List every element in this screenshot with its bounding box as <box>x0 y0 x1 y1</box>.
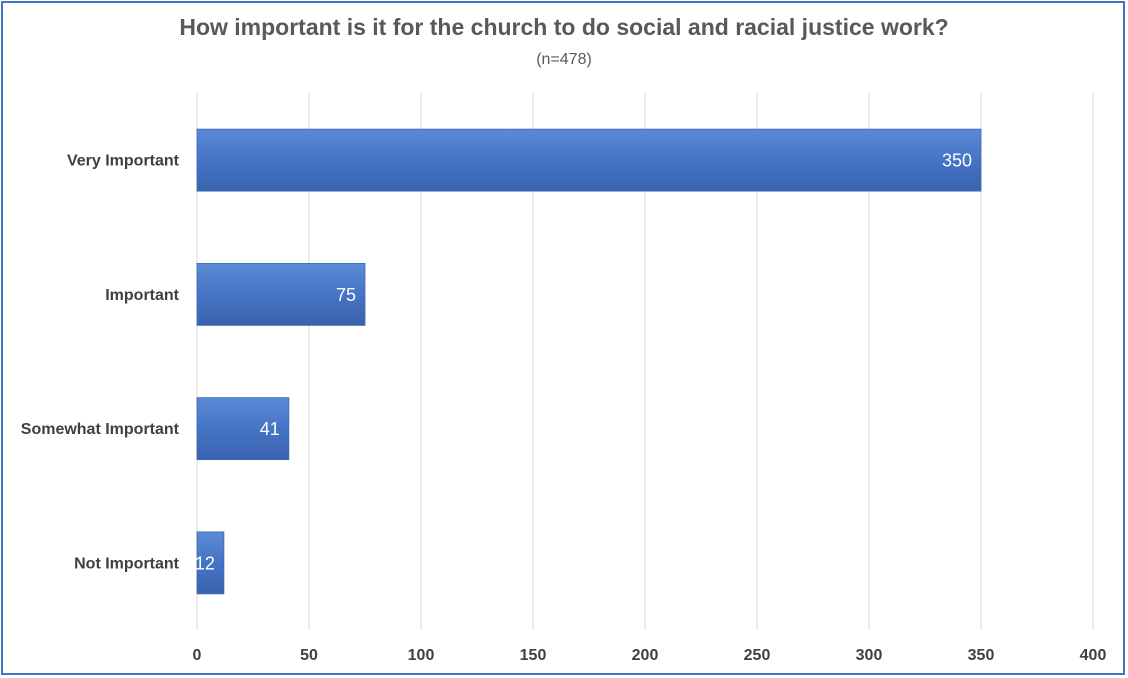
category-label-very-important: Very Important <box>67 153 180 170</box>
x-tick-label-150: 150 <box>520 647 547 664</box>
x-tick-label-400: 400 <box>1080 647 1107 664</box>
category-labels: Very Important Important Somewhat Importan… <box>21 153 180 573</box>
bar-very-important <box>196 128 982 192</box>
data-label-somewhat-important: 41 <box>260 419 280 439</box>
x-tick-label-300: 300 <box>856 647 883 664</box>
data-label-very-important: 350 <box>942 151 972 171</box>
x-tick-label-50: 50 <box>300 647 318 664</box>
x-tick-label-350: 350 <box>968 647 995 664</box>
bars: 350 75 41 12 <box>195 128 982 595</box>
data-label-important: 75 <box>336 285 356 305</box>
chart-title: How important is it for the church to do… <box>179 14 949 40</box>
x-tick-label-200: 200 <box>632 647 659 664</box>
category-label-not-important: Not Important <box>74 555 180 572</box>
x-tick-label-0: 0 <box>193 647 202 664</box>
bar-somewhat-important <box>196 397 290 461</box>
bar-not-important <box>196 531 225 595</box>
data-label-not-important: 12 <box>195 553 215 573</box>
category-label-important: Important <box>105 287 179 304</box>
x-axis-tick-labels: 0 50 100 150 200 250 300 350 400 <box>193 647 1107 664</box>
x-tick-label-250: 250 <box>744 647 771 664</box>
category-label-somewhat-important: Somewhat Important <box>21 421 180 438</box>
bar-important <box>196 262 366 326</box>
x-tick-label-100: 100 <box>408 647 435 664</box>
chart-subtitle: (n=478) <box>536 51 592 68</box>
